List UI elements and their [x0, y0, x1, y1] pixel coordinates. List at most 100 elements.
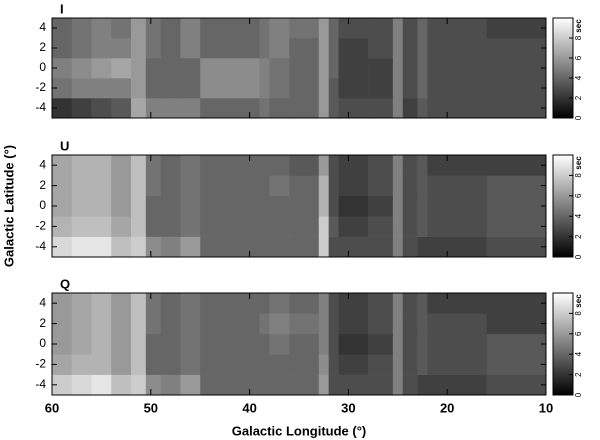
heat-cell: [259, 236, 270, 258]
heat-cell: [71, 354, 92, 375]
x-tick-label: 40: [242, 400, 256, 415]
heat-cell: [111, 354, 132, 375]
heat-cell: [111, 155, 132, 176]
heat-cell: [427, 155, 488, 176]
heat-cell: [368, 354, 394, 375]
heat-cell: [145, 175, 161, 197]
heat-cell: [160, 216, 181, 237]
heat-cell: [160, 78, 181, 99]
heat-cell: [111, 195, 132, 217]
heat-cell: [318, 175, 329, 197]
heat-cell: [486, 155, 547, 176]
y-tick-label: -2: [35, 80, 46, 94]
y-tick-label: 0: [39, 198, 46, 212]
heat-cell: [486, 38, 547, 59]
heat-cell: [289, 216, 320, 237]
heat-cell: [338, 18, 369, 39]
heat-cell: [91, 313, 112, 335]
heat-cell: [392, 78, 404, 99]
heat-cell: [180, 293, 201, 314]
heat-cell: [200, 216, 260, 237]
y-tick-label: 2: [39, 178, 46, 192]
heat-cell: [131, 374, 147, 396]
heat-cell: [52, 98, 73, 119]
heat-cell: [368, 333, 394, 355]
heat-cell: [328, 155, 339, 176]
y-tick-label: 0: [39, 336, 46, 350]
heat-cell: [52, 175, 73, 197]
panel-title: U: [60, 138, 69, 153]
heat-cell: [269, 155, 290, 176]
heat-cell: [328, 313, 339, 335]
heat-cell: [318, 155, 329, 176]
heat-cell: [145, 333, 161, 355]
heat-cell: [486, 333, 547, 355]
heat-cell: [145, 58, 161, 79]
heat-cell: [269, 38, 290, 59]
heat-cell: [259, 195, 270, 217]
heat-cell: [392, 313, 404, 335]
heat-cell: [160, 354, 181, 375]
heat-cell: [131, 18, 147, 39]
heat-cell: [71, 78, 92, 99]
heat-cell: [328, 78, 339, 99]
y-tick-label: 0: [39, 60, 46, 74]
y-tick-label: 2: [39, 40, 46, 54]
heat-cell: [289, 236, 320, 258]
heat-cell: [269, 236, 290, 258]
heat-cell: [145, 236, 161, 258]
heat-cell: [402, 78, 418, 99]
heat-cell: [200, 18, 260, 39]
y-axis-label: Galactic Latitude (°): [1, 145, 16, 267]
y-tick-label: -4: [35, 100, 46, 114]
heat-cell: [52, 333, 73, 355]
heat-cell: [392, 98, 404, 119]
heat-cell: [52, 38, 73, 59]
heat-cell: [180, 155, 201, 176]
heat-cell: [160, 175, 181, 197]
heat-cell: [338, 195, 369, 217]
heat-cell: [402, 293, 418, 314]
heat-cell: [180, 18, 201, 39]
heat-cell: [111, 313, 132, 335]
heat-cell: [71, 374, 92, 396]
heat-cell: [427, 195, 488, 217]
heat-cell: [368, 236, 394, 258]
heat-cell: [427, 98, 488, 119]
heat-cell: [318, 313, 329, 335]
heat-cell: [180, 374, 201, 396]
heat-cell: [338, 236, 369, 258]
heat-cell: [160, 58, 181, 79]
heat-cell: [486, 18, 547, 39]
heat-cell: [111, 38, 132, 59]
heat-cell: [402, 354, 418, 375]
heat-cell: [91, 236, 112, 258]
heat-cell: [417, 333, 428, 355]
heat-cell: [269, 195, 290, 217]
heat-cell: [392, 354, 404, 375]
heat-cell: [338, 58, 369, 79]
heat-cell: [91, 38, 112, 59]
heat-cell: [180, 175, 201, 197]
heat-cell: [392, 175, 404, 197]
colorbar: [552, 292, 574, 396]
colorbar-label: sec: [574, 294, 583, 308]
heat-cell: [145, 38, 161, 59]
heat-cell: [328, 374, 339, 396]
heat-cell: [200, 313, 260, 335]
heat-cell: [131, 313, 147, 335]
colorbar-label: sec: [574, 156, 583, 170]
heat-cell: [392, 216, 404, 237]
heat-cell: [200, 333, 260, 355]
heat-cell: [52, 354, 73, 375]
heat-cell: [131, 78, 147, 99]
heat-cell: [368, 78, 394, 99]
colorbar-tick-label: 6: [574, 193, 583, 198]
heat-cell: [427, 293, 488, 314]
heat-cell: [392, 293, 404, 314]
heat-cell: [160, 293, 181, 314]
heat-cell: [91, 98, 112, 119]
heat-cell: [259, 58, 270, 79]
heat-cell: [338, 354, 369, 375]
